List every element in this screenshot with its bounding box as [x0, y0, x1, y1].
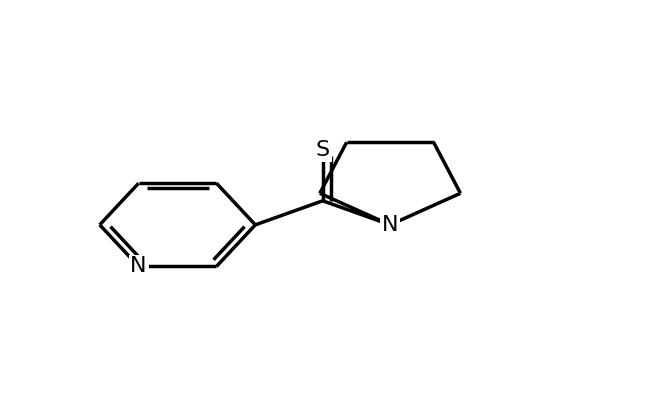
Text: S: S — [316, 140, 330, 160]
Text: N: N — [130, 256, 147, 276]
Text: N: N — [382, 215, 398, 235]
